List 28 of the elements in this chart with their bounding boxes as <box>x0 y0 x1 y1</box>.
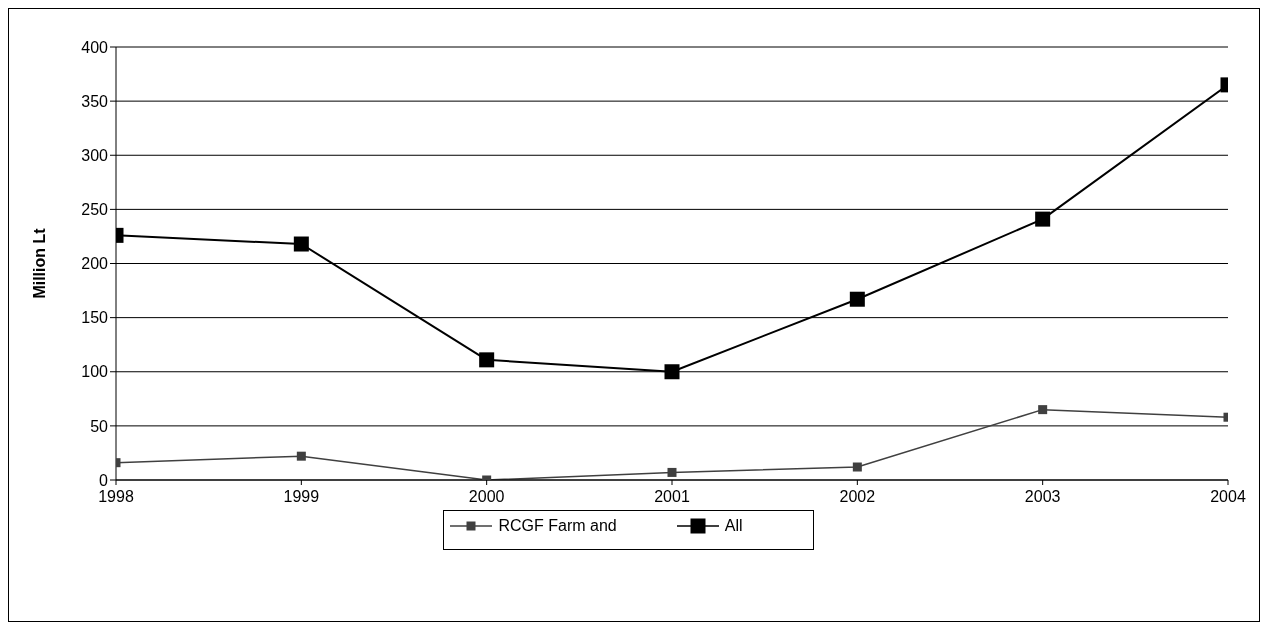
x-tick-label: 1999 <box>283 488 320 506</box>
y-tick-label: 350 <box>81 92 109 110</box>
x-tick-label: 1998 <box>98 488 134 506</box>
point <box>664 364 680 380</box>
point <box>293 236 309 252</box>
y-tick-label: 100 <box>81 363 109 381</box>
point <box>849 291 865 307</box>
x-tick-label: 2000 <box>468 488 505 506</box>
y-tick-label: 250 <box>81 201 109 219</box>
y-tick-label: 50 <box>90 417 109 435</box>
y-tick-label: 0 <box>99 471 109 489</box>
y-tick-label: 150 <box>81 309 109 327</box>
legend-label: RCGF Farm and <box>497 517 617 535</box>
y-tick-label: 200 <box>81 255 109 273</box>
point <box>296 451 306 461</box>
x-tick-label: 2004 <box>1210 488 1246 506</box>
y-axis-title: Million Lt <box>30 227 48 299</box>
x-tick-label: 2002 <box>839 488 876 506</box>
point <box>479 352 495 368</box>
point <box>1038 405 1048 415</box>
y-tick-label: 300 <box>81 146 109 164</box>
point <box>1035 211 1051 227</box>
point <box>667 467 677 477</box>
x-tick-label: 2001 <box>654 488 690 506</box>
x-tick-label: 2003 <box>1024 488 1061 506</box>
point <box>852 462 862 472</box>
legend-label: All <box>723 517 743 535</box>
y-tick-label: 400 <box>81 38 109 56</box>
